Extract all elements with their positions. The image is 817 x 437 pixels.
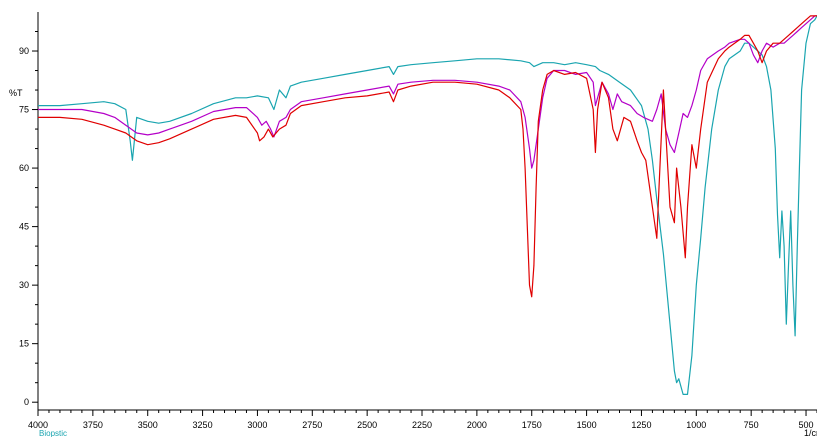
y-tick-label: 30 [19, 280, 29, 290]
y-tick-label: 0 [24, 397, 29, 407]
x-tick-label: 2750 [302, 420, 322, 430]
x-tick-label: 3750 [83, 420, 103, 430]
series-group [38, 15, 817, 395]
spectrum-line [38, 15, 817, 298]
x-tick-label: 2500 [357, 420, 377, 430]
y-tick-label: 15 [19, 339, 29, 349]
x-tick-label: 1750 [522, 420, 542, 430]
x-axis-ticks: 4000 3750 3500 3250 3000 2750 2500 2250 2000 1750… [28, 410, 817, 430]
y-tick-label: 45 [19, 222, 29, 232]
y-tick-label: 60 [19, 163, 29, 173]
x-axis-label: 1/cm [804, 428, 817, 437]
y-axis-ticks: 0 15 30 45 60 75 90 [19, 31, 38, 407]
y-tick-label: 75 [19, 105, 29, 115]
x-tick-label: 750 [744, 420, 759, 430]
x-tick-label: 3250 [193, 420, 213, 430]
y-tick-label: 90 [19, 46, 29, 56]
x-tick-label: 1000 [686, 420, 706, 430]
x-tick-label: 3500 [138, 420, 158, 430]
spectrum-line [38, 15, 817, 169]
x-tick-label: 3000 [247, 420, 267, 430]
x-tick-label: 1500 [577, 420, 597, 430]
x-tick-label: 4000 [28, 420, 48, 430]
legend-entry: Biopstic [39, 429, 67, 437]
x-tick-label: 1250 [631, 420, 651, 430]
x-tick-label: 2000 [467, 420, 487, 430]
x-tick-label: 2250 [412, 420, 432, 430]
spectrum-line [38, 15, 817, 395]
y-axis-label: %T [9, 88, 23, 98]
x-tick-label: 500 [799, 420, 814, 430]
